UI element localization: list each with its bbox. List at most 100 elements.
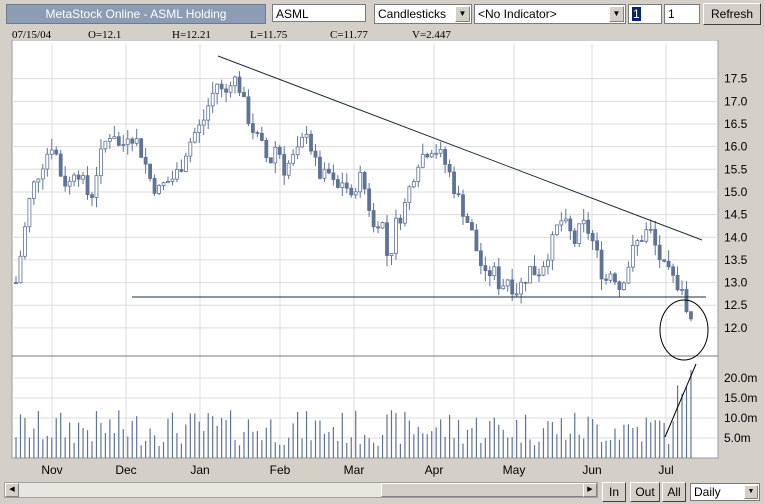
candle-body (107, 138, 112, 142)
candle-body (470, 222, 474, 231)
price-tick-label: 16.5 (724, 117, 748, 131)
candle-body (99, 148, 103, 177)
horizontal-scrollbar[interactable]: ◀ ▶ (4, 482, 598, 498)
indicator-select[interactable]: <No Indicator> ▼ (474, 4, 626, 24)
candle-body (608, 273, 613, 281)
candle-body (492, 266, 497, 277)
app-title: MetaStock Online - ASML Holding (6, 4, 266, 24)
chevron-down-icon[interactable]: ▼ (455, 6, 470, 22)
candle-body (514, 293, 519, 296)
candle-body (662, 259, 667, 262)
candle-body (72, 174, 77, 182)
candle-body (554, 224, 559, 236)
candle-body (447, 164, 452, 173)
candle-body (183, 155, 188, 172)
month-label: Feb (270, 463, 291, 477)
candle-body (622, 282, 626, 291)
candle-body (134, 138, 139, 144)
scroll-right-icon[interactable]: ▶ (583, 483, 597, 497)
bar-count-input[interactable]: 1 (664, 4, 700, 24)
bar-count-value: 1 (668, 7, 675, 21)
candle-body (505, 279, 510, 287)
candle-body (443, 149, 448, 165)
candle-body (371, 210, 376, 228)
zoom-out-button[interactable]: Out (630, 482, 660, 502)
candle-body (90, 194, 94, 198)
candle-body (291, 154, 296, 164)
month-label: Jun (582, 463, 601, 477)
candle-body (85, 175, 90, 196)
zoom-in-button[interactable]: In (602, 482, 626, 502)
candle-body (380, 222, 385, 229)
price-tick-label: 12.0 (724, 321, 748, 335)
candle-body (206, 105, 211, 121)
candle-body (322, 168, 327, 179)
candle-body (568, 218, 573, 232)
candle-body (255, 132, 260, 134)
candle-body (648, 228, 653, 231)
plot-background (11, 39, 719, 459)
period-count-value: 1 (632, 7, 641, 21)
candle-body (67, 180, 72, 187)
candle-body (112, 136, 117, 139)
candle-body (376, 226, 380, 229)
month-label: Nov (41, 463, 62, 477)
candle-body (318, 156, 322, 179)
candle-body (358, 172, 363, 193)
candle-body (604, 278, 608, 281)
candle-body (242, 92, 246, 98)
toolbar: MetaStock Online - ASML Holding ASML Can… (0, 0, 764, 28)
candle-body (157, 185, 161, 194)
candle-body (559, 220, 564, 226)
candle-body (595, 240, 599, 251)
period-count-input[interactable]: 1 (628, 4, 662, 24)
candle-body (116, 136, 121, 146)
symbol-input[interactable]: ASML (272, 4, 366, 22)
candle-body (653, 228, 658, 246)
chevron-down-icon[interactable]: ▼ (744, 485, 758, 499)
candle-body (563, 218, 568, 222)
candle-body (58, 153, 63, 177)
candle-body (349, 187, 354, 196)
candle-body (18, 255, 23, 284)
price-tick-label: 15.5 (724, 162, 748, 176)
candle-body (385, 222, 389, 256)
candle-body (233, 76, 237, 87)
candle-body (501, 285, 506, 290)
candle-body (201, 119, 206, 126)
candle-body (478, 250, 483, 266)
volume-tick-label: 5.0m (724, 431, 751, 445)
volume-axis: 5.0m 10.0m 15.0m 20.0m (724, 371, 757, 445)
candle-body (309, 133, 313, 152)
date-readout: 07/15/04 (12, 29, 52, 41)
chart-style-select[interactable]: Candlesticks ▼ (374, 4, 472, 24)
candle-body (264, 139, 269, 159)
candle-body (519, 281, 524, 295)
candle-body (94, 175, 99, 198)
scroll-thumb[interactable] (381, 483, 585, 497)
month-label: Mar (344, 463, 365, 477)
chart-area[interactable]: 12.0 12.5 13.0 13.5 14.0 14.5 15.0 15.5 16.0 16.5… (0, 39, 764, 482)
scroll-left-icon[interactable]: ◀ (5, 483, 19, 497)
candle-body (402, 202, 407, 224)
high-readout: H=12.21 (172, 29, 211, 41)
refresh-button[interactable]: Refresh (703, 3, 761, 25)
candle-body (170, 178, 175, 182)
period-select[interactable]: Daily ▼ (690, 483, 760, 501)
candle-body (434, 152, 439, 155)
month-axis: Nov Dec Jan Feb Mar Apr May Jun Jul (41, 463, 673, 477)
candle-body (487, 270, 492, 277)
volume-bars (15, 370, 692, 458)
candle-body (353, 191, 358, 196)
candle-body (188, 141, 193, 157)
price-volume-chart[interactable]: 12.0 12.5 13.0 13.5 14.0 14.5 15.0 15.5 16.0 16.5… (0, 39, 764, 482)
show-all-button[interactable]: All (662, 482, 686, 502)
candle-body (63, 175, 68, 187)
chevron-down-icon[interactable]: ▼ (609, 6, 624, 22)
candle-body (76, 174, 81, 180)
candle-body (268, 157, 273, 164)
candle-body (639, 240, 644, 242)
candle-body (215, 83, 220, 94)
candle-body (125, 138, 130, 145)
volume-tick-label: 15.0m (724, 391, 757, 405)
